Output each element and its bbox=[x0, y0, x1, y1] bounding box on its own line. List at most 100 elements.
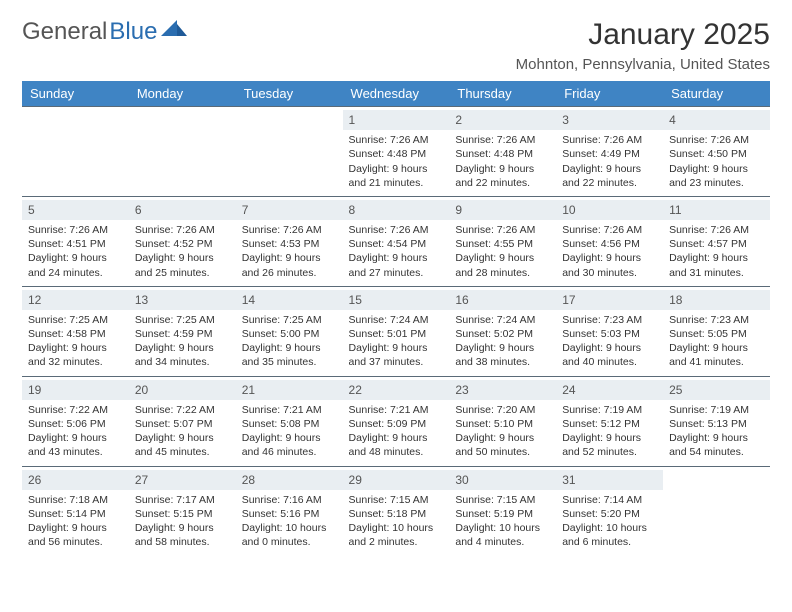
sunrise-line: Sunrise: 7:25 AM bbox=[28, 313, 123, 327]
calendar-day: 10Sunrise: 7:26 AMSunset: 4:56 PMDayligh… bbox=[556, 196, 663, 286]
day-header: Wednesday bbox=[343, 81, 450, 107]
daylight-line: Daylight: 9 hours and 58 minutes. bbox=[135, 521, 230, 549]
day-number: 26 bbox=[22, 470, 129, 490]
calendar-day: 15Sunrise: 7:24 AMSunset: 5:01 PMDayligh… bbox=[343, 286, 450, 376]
day-number: 7 bbox=[236, 200, 343, 220]
daylight-line: Daylight: 9 hours and 40 minutes. bbox=[562, 341, 657, 369]
day-number: 8 bbox=[343, 200, 450, 220]
day-number: 1 bbox=[343, 110, 450, 130]
day-number: 23 bbox=[449, 380, 556, 400]
day-header: Tuesday bbox=[236, 81, 343, 107]
calendar-day: 13Sunrise: 7:25 AMSunset: 4:59 PMDayligh… bbox=[129, 286, 236, 376]
month-year: January 2025 bbox=[516, 18, 770, 52]
calendar-day: 1 Sunrise: 7:26 AMSunset: 4:48 PMDaylight… bbox=[343, 107, 450, 197]
calendar-day bbox=[129, 107, 236, 197]
sunset-line: Sunset: 5:18 PM bbox=[349, 507, 444, 521]
calendar-day: 2Sunrise: 7:26 AMSunset: 4:48 PMDaylight… bbox=[449, 107, 556, 197]
sunset-line: Sunset: 4:59 PM bbox=[135, 327, 230, 341]
sunrise-line: Sunrise: 7:26 AM bbox=[28, 223, 123, 237]
calendar-day: 28 Sunrise: 7:16 AMSunset: 5:16 PMDayligh… bbox=[236, 466, 343, 555]
sunset-line: Sunset: 4:57 PM bbox=[669, 237, 764, 251]
sunrise-line: Sunrise: 7:16 AM bbox=[242, 493, 337, 507]
calendar-day: 4Sunrise: 7:26 AMSunset: 4:50 PMDaylight… bbox=[663, 107, 770, 197]
day-header: Saturday bbox=[663, 81, 770, 107]
sunset-line: Sunset: 5:13 PM bbox=[669, 417, 764, 431]
sunrise-line: Sunrise: 7:25 AM bbox=[242, 313, 337, 327]
day-number: 3 bbox=[556, 110, 663, 130]
sunrise-line: Sunrise: 7:20 AM bbox=[455, 403, 550, 417]
calendar-day bbox=[22, 107, 129, 197]
sunset-line: Sunset: 5:16 PM bbox=[242, 507, 337, 521]
logo-text-general: General bbox=[22, 18, 107, 46]
sunset-line: Sunset: 4:58 PM bbox=[28, 327, 123, 341]
day-number: 29 bbox=[343, 470, 450, 490]
sunset-line: Sunset: 4:53 PM bbox=[242, 237, 337, 251]
daylight-line: Daylight: 9 hours and 24 minutes. bbox=[28, 251, 123, 279]
daylight-line: Daylight: 10 hours and 6 minutes. bbox=[562, 521, 657, 549]
sunrise-line: Sunrise: 7:26 AM bbox=[455, 223, 550, 237]
sunrise-line: Sunrise: 7:26 AM bbox=[242, 223, 337, 237]
daylight-line: Daylight: 9 hours and 27 minutes. bbox=[349, 251, 444, 279]
logo-text-blue: Blue bbox=[109, 18, 157, 46]
day-number: 19 bbox=[22, 380, 129, 400]
day-number: 28 bbox=[236, 470, 343, 490]
daylight-line: Daylight: 9 hours and 22 minutes. bbox=[455, 162, 550, 190]
sunrise-line: Sunrise: 7:26 AM bbox=[669, 133, 764, 147]
calendar-day: 12Sunrise: 7:25 AMSunset: 4:58 PMDayligh… bbox=[22, 286, 129, 376]
sunrise-line: Sunrise: 7:26 AM bbox=[135, 223, 230, 237]
day-number: 13 bbox=[129, 290, 236, 310]
calendar-day: 14Sunrise: 7:25 AMSunset: 5:00 PMDayligh… bbox=[236, 286, 343, 376]
calendar-week: 19Sunrise: 7:22 AMSunset: 5:06 PMDayligh… bbox=[22, 376, 770, 466]
calendar-day: 29Sunrise: 7:15 AMSunset: 5:18 PMDayligh… bbox=[343, 466, 450, 555]
daylight-line: Daylight: 9 hours and 54 minutes. bbox=[669, 431, 764, 459]
sunrise-line: Sunrise: 7:26 AM bbox=[455, 133, 550, 147]
sunrise-line: Sunrise: 7:26 AM bbox=[562, 223, 657, 237]
day-number: 5 bbox=[22, 200, 129, 220]
sunset-line: Sunset: 4:48 PM bbox=[349, 147, 444, 161]
logo: GeneralBlue bbox=[22, 18, 187, 46]
day-number: 4 bbox=[663, 110, 770, 130]
sunset-line: Sunset: 5:00 PM bbox=[242, 327, 337, 341]
day-number: 30 bbox=[449, 470, 556, 490]
calendar-head: SundayMondayTuesdayWednesdayThursdayFrid… bbox=[22, 81, 770, 107]
calendar-day: 7 Sunrise: 7:26 AMSunset: 4:53 PMDaylight… bbox=[236, 196, 343, 286]
day-header: Friday bbox=[556, 81, 663, 107]
day-number: 27 bbox=[129, 470, 236, 490]
calendar-day: 20Sunrise: 7:22 AMSunset: 5:07 PMDayligh… bbox=[129, 376, 236, 466]
sunrise-line: Sunrise: 7:26 AM bbox=[349, 223, 444, 237]
calendar-day: 22Sunrise: 7:21 AMSunset: 5:09 PMDayligh… bbox=[343, 376, 450, 466]
sunset-line: Sunset: 5:12 PM bbox=[562, 417, 657, 431]
daylight-line: Daylight: 9 hours and 52 minutes. bbox=[562, 431, 657, 459]
sunrise-line: Sunrise: 7:23 AM bbox=[562, 313, 657, 327]
sunset-line: Sunset: 5:14 PM bbox=[28, 507, 123, 521]
sunrise-line: Sunrise: 7:17 AM bbox=[135, 493, 230, 507]
daylight-line: Daylight: 9 hours and 45 minutes. bbox=[135, 431, 230, 459]
daylight-line: Daylight: 10 hours and 2 minutes. bbox=[349, 521, 444, 549]
daylight-line: Daylight: 10 hours and 0 minutes. bbox=[242, 521, 337, 549]
day-number: 20 bbox=[129, 380, 236, 400]
sunrise-line: Sunrise: 7:26 AM bbox=[669, 223, 764, 237]
sunrise-line: Sunrise: 7:19 AM bbox=[669, 403, 764, 417]
calendar-day: 27Sunrise: 7:17 AMSunset: 5:15 PMDayligh… bbox=[129, 466, 236, 555]
sunrise-line: Sunrise: 7:26 AM bbox=[349, 133, 444, 147]
sunset-line: Sunset: 4:48 PM bbox=[455, 147, 550, 161]
logo-mark-icon bbox=[161, 20, 187, 45]
sunset-line: Sunset: 5:03 PM bbox=[562, 327, 657, 341]
calendar-day: 16Sunrise: 7:24 AMSunset: 5:02 PMDayligh… bbox=[449, 286, 556, 376]
calendar-day: 5Sunrise: 7:26 AMSunset: 4:51 PMDaylight… bbox=[22, 196, 129, 286]
daylight-line: Daylight: 9 hours and 25 minutes. bbox=[135, 251, 230, 279]
calendar-day: 3Sunrise: 7:26 AMSunset: 4:49 PMDaylight… bbox=[556, 107, 663, 197]
sunrise-line: Sunrise: 7:23 AM bbox=[669, 313, 764, 327]
calendar-day: 25Sunrise: 7:19 AMSunset: 5:13 PMDayligh… bbox=[663, 376, 770, 466]
sunrise-line: Sunrise: 7:18 AM bbox=[28, 493, 123, 507]
sunrise-line: Sunrise: 7:24 AM bbox=[455, 313, 550, 327]
daylight-line: Daylight: 9 hours and 26 minutes. bbox=[242, 251, 337, 279]
sunset-line: Sunset: 4:50 PM bbox=[669, 147, 764, 161]
day-number: 15 bbox=[343, 290, 450, 310]
calendar-day: 11Sunrise: 7:26 AMSunset: 4:57 PMDayligh… bbox=[663, 196, 770, 286]
calendar-week: 26 Sunrise: 7:18 AMSunset: 5:14 PM Dayligh… bbox=[22, 466, 770, 555]
calendar-day: 31Sunrise: 7:14 AMSunset: 5:20 PMDayligh… bbox=[556, 466, 663, 555]
day-header: Thursday bbox=[449, 81, 556, 107]
daylight-line: Daylight: 9 hours and 21 minutes. bbox=[349, 162, 444, 190]
daylight-line: Daylight: 9 hours and 38 minutes. bbox=[455, 341, 550, 369]
